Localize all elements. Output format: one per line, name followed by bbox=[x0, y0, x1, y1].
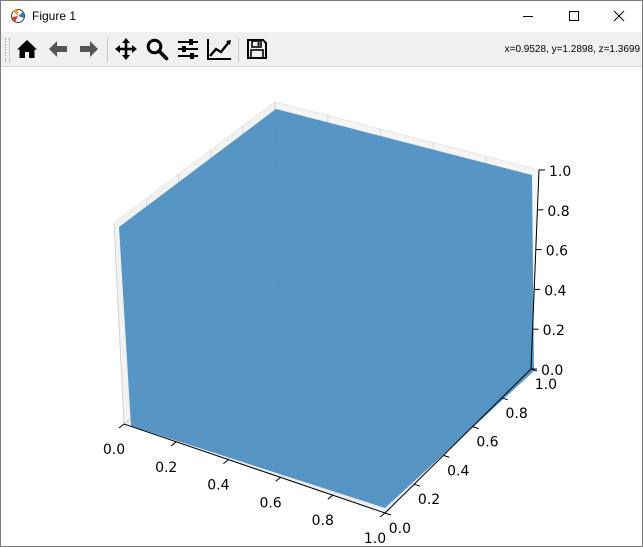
x-tick-mark bbox=[170, 441, 177, 447]
forward-button[interactable] bbox=[76, 36, 102, 62]
toolbar-separator bbox=[107, 38, 108, 62]
minimize-button[interactable] bbox=[505, 1, 551, 31]
y-tick-label: 0.4 bbox=[447, 463, 469, 479]
surface-plane bbox=[119, 109, 534, 508]
y-tick-mark bbox=[501, 397, 508, 401]
y-tick-label: 0.2 bbox=[418, 492, 440, 508]
z-axis-line bbox=[530, 169, 540, 370]
y-tick-mark bbox=[472, 426, 479, 430]
x-tick-label: 0.8 bbox=[312, 513, 334, 529]
y-axis-line bbox=[384, 368, 532, 514]
x-tick-label: 0.0 bbox=[103, 442, 125, 458]
z-tick-label: 0.0 bbox=[541, 363, 563, 379]
x-tick-mark bbox=[379, 512, 386, 518]
arrow-right-icon bbox=[80, 41, 98, 57]
zoom-button[interactable] bbox=[144, 36, 170, 62]
close-button[interactable] bbox=[596, 1, 642, 31]
y-tick-mark bbox=[443, 454, 450, 458]
x-tick-label: 0.2 bbox=[155, 460, 177, 476]
y-axis-ticks: 0.0 0.2 0.4 0.6 0.8 1.0 bbox=[384, 368, 557, 537]
cursor-coordinates-readout: x=0.9528, y=1.2898, z=1.3699 bbox=[504, 44, 640, 55]
pan-button[interactable] bbox=[113, 36, 139, 62]
toolbar-separator bbox=[238, 38, 239, 62]
maximize-button[interactable] bbox=[551, 1, 597, 31]
line-chart-icon bbox=[207, 39, 231, 60]
y-tick-label: 0.8 bbox=[506, 406, 528, 422]
y-tick-label: 0.0 bbox=[389, 521, 411, 537]
magnifier-icon bbox=[146, 38, 169, 61]
sliders-icon bbox=[178, 39, 198, 59]
title-bar: Figure 1 bbox=[1, 1, 642, 31]
x-tick-label: 1.0 bbox=[364, 531, 386, 546]
subplots-button[interactable] bbox=[175, 36, 201, 62]
x-axis-line bbox=[123, 423, 386, 514]
back-button[interactable] bbox=[45, 36, 71, 62]
side-gridline bbox=[113, 222, 125, 425]
y-tick-label: 1.0 bbox=[535, 377, 557, 393]
x-tick-mark bbox=[223, 459, 229, 464]
y-tick-label: 0.6 bbox=[476, 435, 498, 451]
x-tick-mark bbox=[118, 423, 125, 429]
edit-axes-button[interactable] bbox=[206, 36, 232, 62]
minimize-icon bbox=[523, 16, 533, 17]
z-tick-label: 0.6 bbox=[546, 244, 568, 260]
z-tick-label: 0.2 bbox=[543, 323, 565, 339]
close-icon bbox=[613, 10, 625, 22]
z-tick-label: 1.0 bbox=[549, 164, 571, 180]
y-tick-mark bbox=[414, 483, 421, 487]
toolbar-grip[interactable] bbox=[5, 38, 10, 62]
home-button[interactable] bbox=[14, 36, 40, 62]
z-tick-label: 0.8 bbox=[547, 204, 569, 220]
window-title: Figure 1 bbox=[32, 9, 77, 23]
save-button[interactable] bbox=[244, 36, 270, 62]
x-tick-mark bbox=[275, 477, 281, 482]
figure-canvas[interactable]: 0.0 0.2 0.4 0.6 0.8 1.0 0.0 0.2 0.4 0.6 0.8 1.0 0.… bbox=[1, 67, 642, 546]
x-tick-mark bbox=[327, 494, 334, 500]
home-icon bbox=[17, 40, 37, 58]
navigation-toolbar: x=0.9528, y=1.2898, z=1.3699 bbox=[1, 32, 642, 67]
x-tick-label: 0.4 bbox=[207, 478, 229, 494]
matplotlib-app-icon bbox=[10, 8, 26, 24]
y-tick-mark bbox=[384, 512, 392, 516]
z-tick-label: 0.4 bbox=[544, 283, 566, 299]
x-axis-ticks: 0.0 0.2 0.4 0.6 0.8 1.0 bbox=[103, 423, 386, 546]
arrow-left-icon bbox=[49, 41, 67, 57]
axes3d-plot[interactable]: 0.0 0.2 0.4 0.6 0.8 1.0 0.0 0.2 0.4 0.6 0.8 1.0 0.… bbox=[1, 67, 642, 546]
z-axis-ticks: 0.0 0.2 0.4 0.6 0.8 1.0 bbox=[531, 164, 571, 379]
move-icon bbox=[115, 38, 137, 60]
maximize-icon bbox=[569, 11, 579, 21]
x-tick-label: 0.6 bbox=[259, 495, 281, 511]
floppy-disk-icon bbox=[247, 39, 267, 59]
